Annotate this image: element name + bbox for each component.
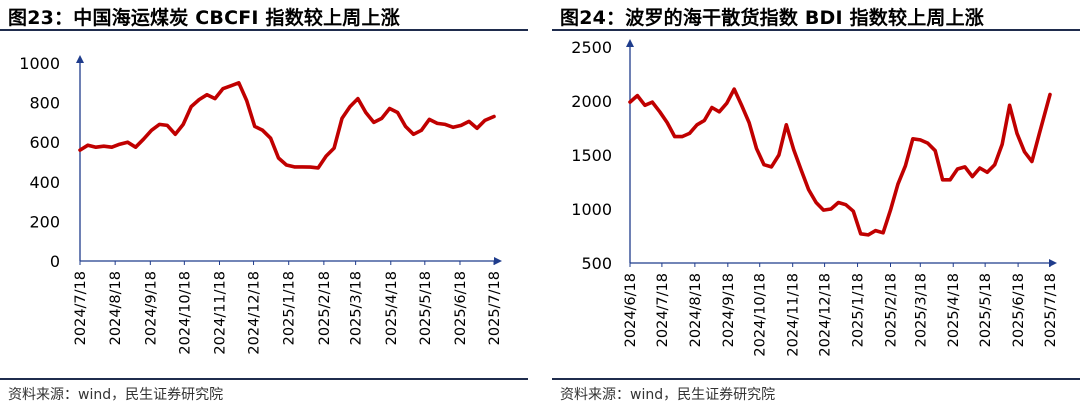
x-tick-label: 2024/8/18: [108, 271, 124, 345]
x-tick-label: 2024/12/18: [247, 271, 263, 355]
y-tick-label: 600: [29, 133, 60, 152]
y-tick-label: 1000: [571, 200, 612, 219]
y-axis-arrow: [76, 55, 84, 63]
x-tick-label: 2025/1/18: [851, 273, 867, 347]
panel-cbcfi: 图23：中国海运煤炭 CBCFI 指数较上周上涨 0 200 400 600 800 10…: [0, 0, 528, 408]
bdi-line-chart: 500 1000 1500 2000 2500 2024/6/18 2024/7/18 202…: [571, 38, 1059, 357]
x-axis-arrow: [494, 257, 502, 265]
x-tick-label: 2024/9/18: [721, 273, 737, 347]
y-tick-label: 200: [29, 212, 60, 231]
series-line: [628, 87, 1052, 237]
x-tick-label: 2025/7/18: [487, 271, 503, 345]
x-tick-label: 2024/11/18: [786, 273, 802, 357]
bottom-rule: [0, 378, 528, 380]
series-line: [78, 80, 496, 170]
x-tick-label: 2025/7/18: [1043, 273, 1059, 347]
y-tick-label: 2000: [571, 92, 612, 111]
cbcfi-line-chart: 0 200 400 600 800 1000 2024/7/18 2024/8/18 2024/…: [19, 54, 503, 355]
top-rule: [0, 29, 528, 31]
y-tick-label: 1500: [571, 146, 612, 165]
x-tick-label: 2025/2/18: [317, 271, 333, 345]
x-tick-label: 2025/6/18: [1011, 273, 1027, 347]
x-tick-label: 2025/4/18: [946, 273, 962, 347]
x-tick-label: 2025/6/18: [453, 271, 469, 345]
x-tick-label: 2025/2/18: [884, 273, 900, 347]
top-rule: [552, 29, 1080, 31]
x-tick-label: 2024/10/18: [177, 271, 193, 355]
x-tick-label: 2024/11/18: [213, 271, 229, 355]
x-tick-label: 2024/6/18: [623, 273, 639, 347]
x-tick-label: 2024/7/18: [655, 273, 671, 347]
bottom-rule: [552, 378, 1080, 380]
x-tick-label: 2024/8/18: [688, 273, 704, 347]
x-tick-label: 2025/3/18: [349, 271, 365, 345]
y-tick-label: 2500: [571, 38, 612, 57]
y-tick-label: 400: [29, 173, 60, 192]
x-tick-label: 2025/5/18: [418, 271, 434, 345]
chart-title: 图24：波罗的海干散货指数 BDI 指数较上周上涨: [560, 7, 984, 29]
y-axis-arrow: [626, 39, 634, 47]
x-tick-label: 2024/7/18: [73, 271, 89, 345]
y-tick-label: 800: [29, 94, 60, 113]
y-tick-label: 1000: [19, 54, 60, 73]
x-axis-arrow: [1049, 259, 1057, 267]
chart-title: 图23：中国海运煤炭 CBCFI 指数较上周上涨: [8, 7, 400, 29]
x-tick-label: 2024/12/18: [818, 273, 834, 357]
x-tick-label: 2025/1/18: [282, 271, 298, 345]
x-tick-label: 2025/4/18: [384, 271, 400, 345]
source-note: 资料来源：wind，民生证券研究院: [560, 387, 776, 403]
y-tick-label: 0: [50, 252, 60, 271]
x-tick-label: 2025/3/18: [913, 273, 929, 347]
y-tick-label: 500: [581, 254, 612, 273]
source-note: 资料来源：wind，民生证券研究院: [8, 387, 224, 403]
x-tick-label: 2025/5/18: [978, 273, 994, 347]
x-tick-label: 2024/10/18: [753, 273, 769, 357]
x-tick-label: 2024/9/18: [143, 271, 159, 345]
panel-bdi: 图24：波罗的海干散货指数 BDI 指数较上周上涨 500 1000 1500 200…: [552, 0, 1080, 408]
